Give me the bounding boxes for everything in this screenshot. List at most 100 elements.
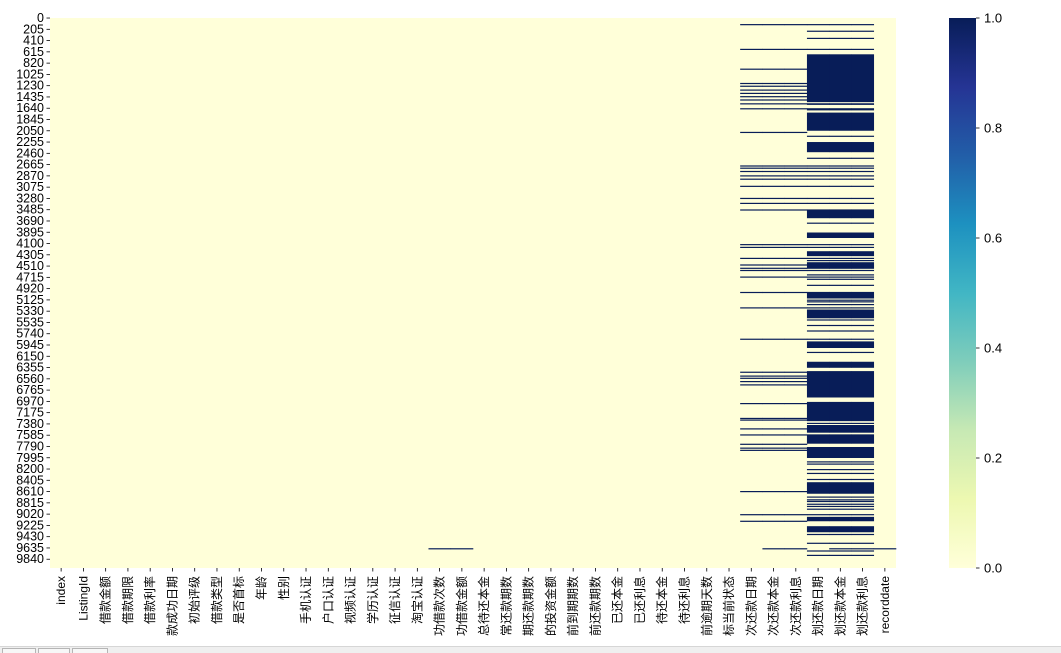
heatmap-missing-cell	[851, 222, 875, 224]
heatmap-missing-cell	[806, 175, 830, 177]
heatmap-missing-cell	[829, 550, 852, 552]
heatmap-missing-cell	[829, 478, 852, 481]
heatmap-missing-cell	[806, 246, 830, 248]
heatmap-missing-cell	[784, 371, 808, 373]
row-tick-label: 615	[23, 45, 44, 59]
heatmap-missing-cell	[740, 24, 763, 26]
heatmap-missing-cell	[806, 299, 830, 301]
heatmap-missing-cell	[829, 202, 852, 204]
heatmap-missing-cell	[784, 175, 808, 177]
heatmap-missing-cell	[740, 244, 763, 246]
heatmap-missing-cell	[806, 260, 830, 262]
heatmap-missing-cell	[851, 505, 875, 508]
column-tick-label: 已还本金	[610, 576, 625, 624]
heatmap-missing-cell	[806, 478, 830, 481]
column-tick-label: 年龄	[255, 576, 269, 600]
heatmap-missing-cell	[806, 232, 830, 238]
heatmap-missing-cell	[762, 165, 785, 167]
heatmap-missing-cell	[806, 496, 830, 498]
heatmap-missing-cell	[829, 291, 852, 299]
heatmap-missing-cell	[740, 338, 763, 340]
scroll-tab[interactable]	[72, 648, 108, 653]
heatmap-missing-cell	[806, 135, 830, 137]
heatmap-missing-cell	[851, 269, 875, 272]
heatmap-missing-cell	[806, 554, 830, 556]
heatmap-missing-cell	[829, 338, 852, 340]
heatmap-missing-cell	[851, 167, 875, 169]
heatmap-missing-cell	[784, 491, 808, 493]
heatmap-missing-cell	[806, 54, 830, 103]
heatmap-missing-cell	[851, 185, 875, 187]
heatmap-missing-cell	[829, 232, 852, 238]
heatmap-missing-cell	[784, 338, 808, 340]
scroll-tab[interactable]	[38, 648, 70, 653]
heatmap-missing-cell	[851, 461, 875, 463]
heatmap-missing-cell	[806, 262, 830, 269]
heatmap-missing-cell	[740, 434, 763, 436]
heatmap-missing-cell	[829, 330, 852, 332]
heatmap-missing-cell	[806, 463, 830, 465]
heatmap-missing-cell	[829, 461, 852, 463]
column-tick-label: 期还款期数	[521, 576, 536, 636]
heatmap-missing-cell	[829, 548, 852, 550]
scroll-tab[interactable]	[2, 648, 36, 653]
heatmap-missing-cell	[829, 503, 852, 505]
heatmap-missing-cell	[851, 276, 875, 278]
row-tick-label: 6150	[16, 349, 44, 363]
heatmap-missing-cell	[851, 37, 875, 39]
row-tick-label: 7585	[16, 428, 44, 442]
heatmap-missing-cell	[829, 178, 852, 180]
heatmap-missing-cell	[806, 401, 830, 422]
heatmap-missing-cell	[806, 185, 830, 187]
heatmap-missing-cell	[851, 508, 875, 510]
heatmap-missing-cell	[806, 276, 830, 278]
column-tick-label: 借款期限	[121, 576, 135, 624]
row-tick-label: 4305	[16, 248, 44, 262]
heatmap-missing-cell	[740, 197, 763, 200]
heatmap-missing-cell	[806, 284, 830, 286]
heatmap-missing-cell	[740, 428, 763, 430]
column-tick-label: 次还款本金	[766, 576, 781, 636]
heatmap-missing-cell	[784, 165, 808, 167]
heatmap-missing-cell	[806, 351, 830, 354]
row-tick-label: 3895	[16, 225, 44, 239]
column-tick-label: 划还款日期	[811, 576, 825, 636]
heatmap-missing-cell	[829, 276, 852, 278]
heatmap-missing-cell	[762, 267, 785, 269]
heatmap-missing-cell	[806, 278, 830, 280]
heatmap-missing-cell	[829, 244, 852, 246]
heatmap-missing-cell	[806, 48, 830, 50]
heatmap-missing-cell	[784, 291, 808, 294]
heatmap-missing-cell	[762, 264, 785, 266]
heatmap-missing-cell	[806, 482, 830, 494]
heatmap-missing-cell	[762, 291, 785, 294]
heatmap-missing-cell	[806, 422, 830, 424]
heatmap-missing-cell	[851, 165, 875, 167]
heatmap-missing-cell	[762, 449, 785, 451]
heatmap-missing-cell	[762, 276, 785, 278]
column-tick-label: 征信认证	[388, 576, 402, 624]
heatmap-missing-cell	[740, 89, 763, 91]
heatmap-missing-cell	[762, 82, 785, 85]
row-tick-label: 8610	[16, 485, 44, 499]
heatmap-missing-cell	[784, 48, 808, 50]
horizontal-scroll-strip[interactable]	[0, 646, 1061, 653]
heatmap-missing-cell	[829, 472, 852, 475]
heatmap-missing-cell	[806, 142, 830, 153]
heatmap-missing-cell	[829, 516, 852, 522]
heatmap-missing-cell	[762, 447, 785, 449]
heatmap-missing-cell	[762, 307, 785, 309]
heatmap-missing-cell	[762, 381, 785, 383]
column-tick-label: 次还款日期	[744, 576, 758, 636]
heatmap-missing-cell	[851, 499, 875, 501]
heatmap-missing-cell	[806, 202, 830, 204]
heatmap-missing-cell	[806, 324, 830, 327]
row-tick-label: 9840	[16, 552, 44, 566]
heatmap-missing-cell	[740, 375, 763, 377]
heatmap-missing-cell	[762, 548, 785, 550]
row-tick-label: 4920	[16, 282, 44, 296]
heatmap-missing-cell	[851, 157, 875, 159]
heatmap-missing-cell	[740, 178, 763, 180]
heatmap-missing-cell	[829, 324, 852, 327]
heatmap-missing-cell	[829, 542, 852, 544]
